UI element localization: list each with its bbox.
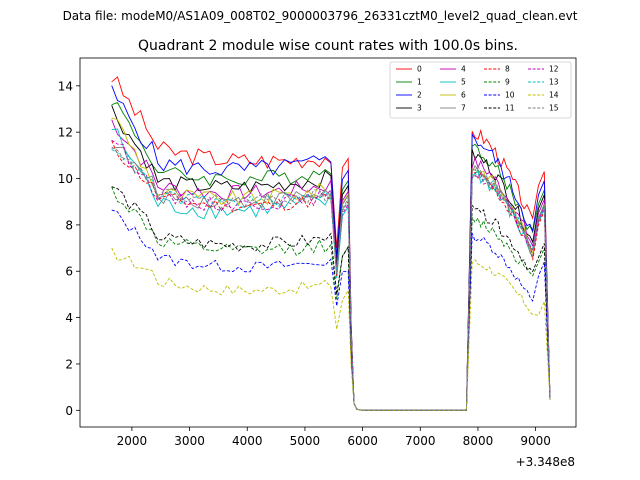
y-tick-label: 0 — [65, 404, 73, 418]
legend-label-6: 6 — [461, 91, 466, 100]
legend-label-4: 4 — [461, 65, 466, 74]
legend-label-1: 1 — [417, 78, 422, 87]
legend-label-10: 10 — [505, 91, 515, 100]
x-axis: 2000 3000 4000 5000 6000 7000 8000 9000 — [117, 427, 551, 448]
y-tick-label: 6 — [65, 265, 73, 279]
legend-label-12: 12 — [549, 65, 559, 74]
legend-label-8: 8 — [505, 65, 510, 74]
y-tick-label: 4 — [65, 311, 73, 325]
series-line-10 — [111, 209, 551, 411]
legend-label-2: 2 — [417, 91, 422, 100]
x-offset-label: +3.348e8 — [516, 455, 575, 469]
x-tick-label: 2000 — [117, 434, 148, 448]
legend-label-14: 14 — [549, 91, 559, 100]
legend-label-3: 3 — [417, 104, 422, 113]
legend-label-5: 5 — [461, 78, 466, 87]
chart-title: Quadrant 2 module wise count rates with … — [138, 38, 518, 54]
x-tick-label: 4000 — [232, 434, 263, 448]
legend-label-11: 11 — [505, 104, 515, 113]
plot-area: 2000 3000 4000 5000 6000 7000 8000 9000 0246810… — [58, 57, 577, 469]
y-axis: 0 2 4 6 8 10 12 14 — [58, 79, 80, 418]
data-file-label: Data file: modeM0/AS1A09_008T02_90000037… — [63, 9, 578, 23]
series-line-14 — [111, 247, 551, 411]
legend-label-0: 0 — [417, 65, 422, 74]
y-tick-label: 2 — [65, 357, 73, 371]
y-tick-label: 12 — [58, 126, 73, 140]
x-tick-label: 8000 — [463, 434, 494, 448]
series-layer — [111, 76, 551, 411]
legend-label-7: 7 — [461, 104, 466, 113]
legend-label-15: 15 — [549, 104, 559, 113]
x-tick-label: 5000 — [290, 434, 321, 448]
axes-frame — [79, 57, 577, 428]
x-tick-label: 3000 — [174, 434, 205, 448]
y-tick-label: 14 — [58, 79, 73, 93]
legend-label-9: 9 — [505, 78, 510, 87]
x-tick-label: 9000 — [520, 434, 551, 448]
y-tick-label: 8 — [65, 218, 73, 232]
legend-label-13: 13 — [549, 78, 559, 87]
series-line-15 — [111, 146, 551, 411]
x-tick-label: 7000 — [405, 434, 436, 448]
y-tick-label: 10 — [58, 172, 73, 186]
series-line-12 — [111, 139, 551, 411]
x-tick-label: 6000 — [347, 434, 378, 448]
legend-frame — [389, 61, 572, 119]
